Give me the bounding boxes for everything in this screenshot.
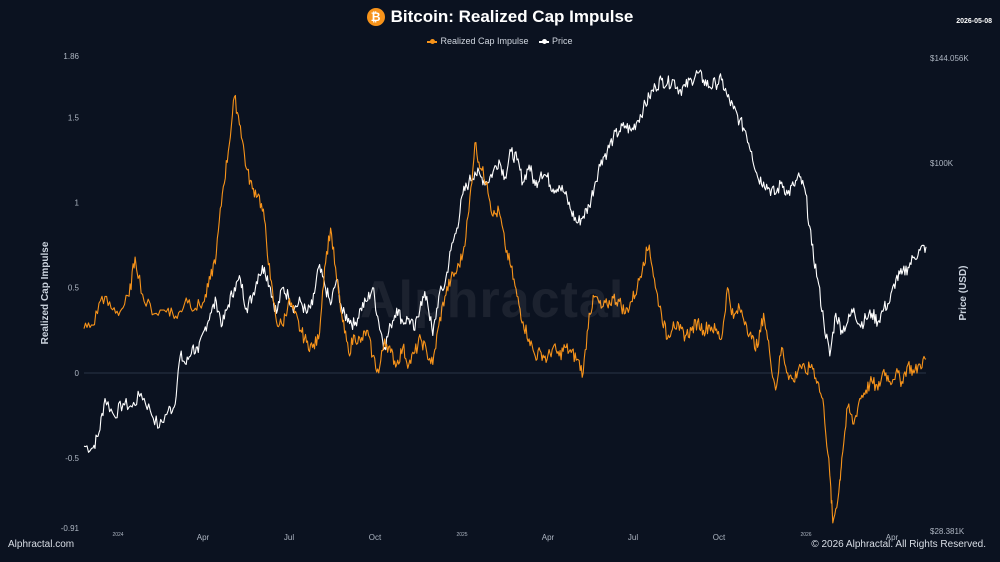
watermark: Alphractal	[360, 271, 625, 329]
legend-label: Price	[552, 36, 573, 46]
footer-copyright: © 2026 Alphractal. All Rights Reserved.	[811, 539, 986, 550]
y-right-tick-label: $100K	[930, 159, 954, 168]
x-tick-label: Oct	[369, 533, 382, 542]
y-left-tick-label: 1	[75, 199, 80, 208]
legend-line-icon	[427, 38, 438, 44]
y-left-tick-label: 1.86	[63, 52, 79, 61]
y-left-tick-label: 0	[75, 369, 80, 378]
x-tick-label: Apr	[542, 533, 555, 542]
series-layer	[83, 69, 927, 524]
x-tick-label: 2026	[800, 532, 811, 538]
y-right-axis-title: Price (USD)	[958, 265, 969, 320]
y-left-tick-label: 0.5	[68, 284, 80, 293]
legend-label: Realized Cap Impulse	[440, 36, 529, 46]
x-tick-label: 2024	[112, 532, 123, 538]
x-tick-label: Jul	[284, 533, 294, 542]
legend: Realized Cap Impulse Price	[0, 36, 1000, 46]
y-right-tick-label: $28.381K	[930, 527, 965, 536]
bitcoin-icon: ₿	[366, 8, 385, 26]
x-tick-label: Jul	[628, 533, 638, 542]
y-left-axis-title: Realized Cap Impulse	[40, 241, 51, 344]
y-right-axis: $144.056K $100K $28.381K	[930, 54, 969, 536]
x-tick-label: Oct	[713, 533, 726, 542]
y-left-tick-label: -0.5	[65, 454, 79, 463]
x-tick-label: Apr	[886, 533, 899, 542]
x-axis: 2024 Apr Jul Oct 2025 Apr Jul Oct 2026 Apr	[112, 532, 898, 542]
chart-title: ₿ Bitcoin: Realized Cap Impulse	[0, 7, 1000, 27]
date-stamp: 2026-05-08	[956, 18, 992, 25]
y-left-axis: 1.86 1.5 1 0.5 0 -0.5 -0.91	[61, 52, 80, 533]
y-right-tick-label: $144.056K	[930, 54, 969, 63]
series-line-realized-cap-impulse	[83, 94, 927, 524]
y-left-tick-label: -0.91	[61, 524, 80, 533]
x-tick-label: 2025	[456, 532, 467, 538]
series-line-price	[83, 69, 927, 453]
footer-source: Alphractal.com	[8, 539, 75, 550]
page-title: Bitcoin: Realized Cap Impulse	[390, 7, 634, 26]
legend-item-price[interactable]: Price	[539, 36, 573, 46]
x-tick-label: Apr	[197, 533, 210, 542]
legend-item-realized-cap-impulse[interactable]: Realized Cap Impulse	[427, 36, 529, 46]
y-left-tick-label: 1.5	[68, 113, 80, 122]
legend-line-icon	[539, 38, 550, 44]
